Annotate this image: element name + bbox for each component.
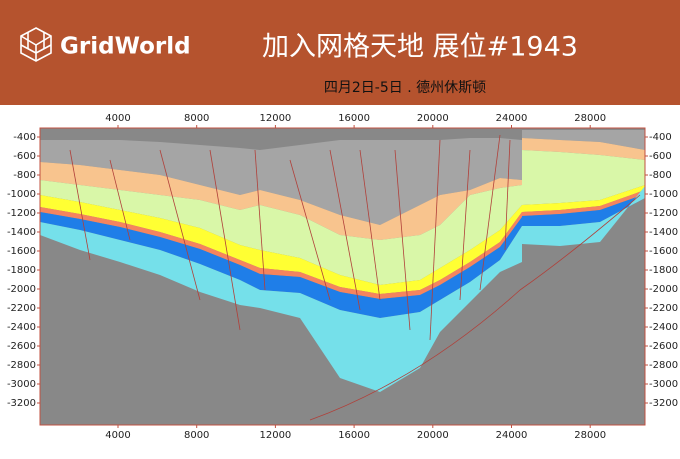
x-tick-label: 20000: [417, 113, 449, 124]
frame: [39, 127, 646, 426]
y-tick-label: -600: [13, 151, 36, 162]
y-tick-label: -2600: [649, 341, 678, 352]
y-tick-label: -1600: [649, 246, 678, 257]
x-tick-label: 24000: [496, 113, 528, 124]
layer: [522, 150, 645, 205]
layer: [40, 212, 522, 318]
subtitle: 四月2日-5日 . 德州休斯顿: [324, 80, 486, 96]
layer: [522, 138, 645, 160]
y-tick-label: -2000: [7, 284, 36, 295]
y-tick-label: -2600: [7, 341, 36, 352]
y-tick-label: -2200: [7, 303, 36, 314]
y-tick-label: -1000: [649, 189, 678, 200]
y-tick-label: -1800: [649, 265, 678, 276]
x-tick-label: 28000: [574, 113, 606, 124]
layer: [522, 186, 645, 246]
faults: [69, 134, 641, 421]
layer: [40, 138, 522, 225]
y-tick-label: -2200: [649, 303, 678, 314]
layer: [40, 195, 522, 294]
layer: [40, 180, 522, 285]
y-tick-label: -1000: [7, 189, 36, 200]
y-tick-label: -2800: [7, 360, 36, 371]
y-tick-label: -600: [649, 151, 672, 162]
y-tick-label: -1600: [7, 246, 36, 257]
y-tick-label: -400: [649, 132, 672, 143]
y-tick-label: -3200: [649, 398, 678, 409]
layer: [522, 190, 645, 216]
y-tick-label: -1400: [7, 227, 36, 238]
brand: GridWorld: [60, 34, 191, 60]
layer: [40, 162, 522, 240]
y-tick-label: -3000: [649, 379, 678, 390]
x-tick-label: 16000: [338, 113, 370, 124]
layer: [40, 222, 522, 392]
y-tick-label: -1200: [649, 208, 678, 219]
y-tick-label: -1400: [649, 227, 678, 238]
layer: [40, 207, 522, 299]
header-band: [0, 0, 680, 105]
y-tick-label: -800: [13, 170, 36, 181]
y-tick-label: -2400: [649, 322, 678, 333]
y-tick-label: -800: [649, 170, 672, 181]
x-tick-label: 8000: [184, 430, 209, 441]
x-tick-label: 12000: [259, 430, 291, 441]
x-tick-label: 20000: [417, 430, 449, 441]
y-tick-label: -2000: [649, 284, 678, 295]
x-tick-label: 8000: [184, 113, 209, 124]
title: 加入网格天地 展位#1943: [262, 32, 578, 63]
x-tick-label: 28000: [574, 430, 606, 441]
layer: [522, 130, 645, 150]
x-tick-label: 16000: [338, 430, 370, 441]
layer: [522, 185, 645, 212]
x-tick-label: 24000: [496, 430, 528, 441]
x-tick-label: 4000: [105, 113, 130, 124]
y-tick-label: -400: [13, 132, 36, 143]
layer: [522, 194, 645, 226]
y-tick-label: -1200: [7, 208, 36, 219]
y-tick-label: -3200: [7, 398, 36, 409]
logo: [20, 27, 52, 62]
x-tick-label: 12000: [259, 113, 291, 124]
layers: [40, 130, 645, 392]
x-tick-label: 4000: [105, 430, 130, 441]
y-tick-label: -3000: [7, 379, 36, 390]
y-tick-label: -1800: [7, 265, 36, 276]
y-tick-label: -2400: [7, 322, 36, 333]
y-tick-label: -2800: [649, 360, 678, 371]
